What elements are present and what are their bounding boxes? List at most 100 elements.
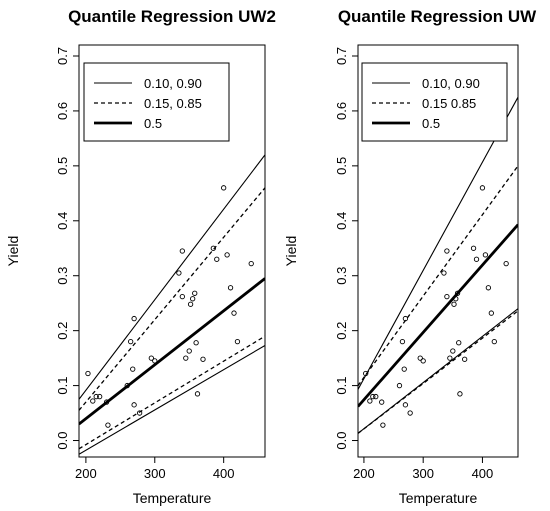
y-tick-label: 0.4	[334, 212, 349, 230]
y-tick-label: 0.3	[334, 267, 349, 285]
plot-frame	[78, 44, 266, 458]
series-line-0-0	[79, 154, 265, 400]
y-axis-label: Yield	[283, 236, 299, 267]
data-point	[224, 252, 230, 258]
y-tick-label: 0.6	[55, 102, 70, 120]
x-axis-label: Temperature	[133, 490, 212, 506]
data-point	[186, 348, 192, 354]
y-tick-label: 0.0	[55, 431, 70, 449]
legend: 0.10, 0.90 0.15 0.85 0.5	[361, 62, 508, 142]
data-point	[454, 290, 461, 296]
data-point	[420, 358, 426, 364]
data-point	[450, 348, 456, 354]
data-point	[417, 355, 423, 361]
data-point	[90, 398, 96, 404]
data-point	[399, 338, 406, 345]
data-point	[453, 296, 459, 302]
series-line-1-0	[79, 187, 265, 411]
series-line-2-0	[358, 223, 518, 408]
series-line-0-1	[358, 308, 518, 434]
data-point	[97, 393, 103, 400]
series-line-1-0	[358, 165, 518, 386]
y-tick-label: 0.2	[334, 322, 349, 340]
data-point	[407, 410, 413, 416]
series-line-1-1	[358, 310, 518, 434]
legend-label: 0.15 0.85	[422, 96, 476, 111]
legend-label: 0.10, 0.90	[144, 76, 202, 91]
legend: 0.10, 0.90 0.15, 0.85 0.5	[83, 62, 230, 142]
legend-box	[361, 62, 508, 142]
data-point	[214, 256, 220, 262]
data-point	[248, 260, 254, 267]
data-point	[136, 410, 143, 416]
data-point	[373, 393, 379, 400]
legend-label: 0.5	[144, 116, 162, 131]
y-tick-label: 0.7	[334, 47, 349, 65]
x-axis-label: Temperature	[399, 490, 478, 506]
y-tick-label: 0.0	[334, 431, 349, 449]
data-point	[93, 393, 99, 400]
y-tick-label: 0.7	[55, 47, 70, 65]
chart-title: Quantile Regression UW2	[68, 7, 276, 26]
data-point	[370, 393, 376, 400]
data-point	[462, 356, 468, 362]
y-tick-label: 0.2	[55, 322, 70, 340]
data-point	[130, 366, 136, 372]
data-point	[200, 356, 206, 362]
x-tick-label: 200	[353, 466, 375, 481]
data-point	[103, 399, 110, 405]
chart-title: Quantile Regression UW	[338, 7, 537, 26]
legend-label: 0.10, 0.90	[422, 76, 480, 91]
data-point	[380, 422, 386, 428]
chart-panel-1: Quantile Regression UW2 200 300 400 0.0 0.1 0.…	[5, 7, 276, 506]
series-line-1-1	[79, 335, 265, 450]
data-point	[441, 270, 447, 276]
data-point	[131, 315, 137, 322]
data-point	[190, 296, 196, 302]
data-point	[210, 245, 216, 251]
data-point	[451, 301, 457, 307]
data-point	[488, 310, 494, 316]
legend-label: 0.5	[422, 116, 440, 131]
x-tick-label: 300	[144, 466, 166, 481]
data-point	[444, 293, 450, 300]
data-point	[105, 422, 111, 428]
data-point	[485, 285, 492, 291]
data-point	[124, 382, 130, 389]
data-point	[227, 285, 234, 291]
x-tick-label: 400	[213, 466, 235, 481]
y-tick-label: 0.4	[55, 212, 70, 230]
data-point	[176, 270, 182, 276]
data-point	[444, 248, 450, 254]
data-point	[179, 248, 185, 254]
data-point	[402, 315, 409, 322]
data-point	[503, 260, 509, 267]
x-tick-label: 200	[75, 466, 97, 481]
data-point	[231, 310, 237, 316]
y-tick-label: 0.1	[55, 377, 70, 395]
x-tick-label: 300	[412, 466, 434, 481]
data-point	[401, 366, 407, 372]
y-tick-label: 0.5	[55, 157, 70, 175]
data-point	[470, 245, 477, 251]
data-point	[396, 382, 403, 389]
y-tick-label: 0.5	[334, 157, 349, 175]
chart-panel-2: Quantile Regression UW 200 300 400 0.0 0.1 0.2…	[283, 7, 537, 506]
data-point	[367, 398, 373, 404]
data-point	[152, 358, 158, 364]
data-point	[473, 256, 480, 262]
data-point	[402, 402, 409, 408]
data-point	[363, 370, 369, 377]
legend-box	[83, 62, 230, 142]
y-tick-label: 0.6	[334, 102, 349, 120]
data-point	[192, 290, 198, 296]
series-line-0-1	[79, 345, 265, 455]
data-point	[194, 391, 201, 397]
data-point	[148, 355, 154, 361]
data-point	[482, 252, 489, 258]
data-point	[179, 293, 185, 300]
data-point	[221, 185, 227, 191]
legend-label: 0.15, 0.85	[144, 96, 202, 111]
y-tick-label: 0.1	[334, 377, 349, 395]
